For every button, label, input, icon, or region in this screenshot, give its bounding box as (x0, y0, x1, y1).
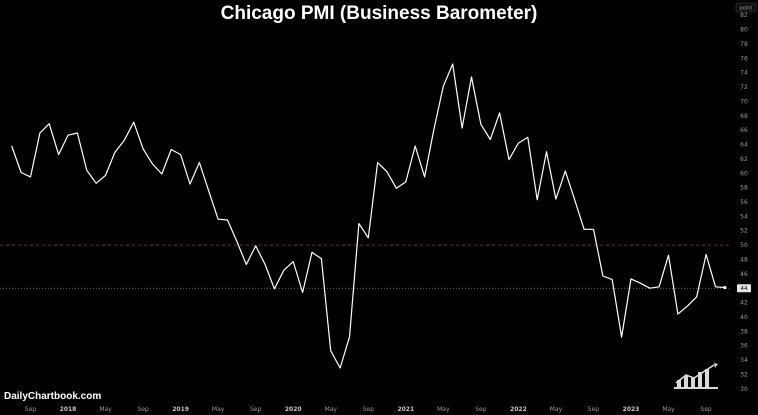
x-tick-label: 2018 (60, 406, 77, 413)
y-tick-label: 56 (740, 199, 748, 206)
brand-text: DailyChartbook.com (4, 391, 101, 402)
y-tick-label: 38 (740, 328, 748, 335)
x-tick-label: Sep (475, 406, 487, 413)
y-tick-label: 62 (740, 156, 748, 163)
y-tick-label: 50 (740, 242, 748, 249)
y-tick-label: 34 (740, 357, 748, 364)
x-tick-label: 2020 (285, 406, 302, 413)
series-layer: 44 (11, 63, 751, 369)
x-tick-label: 2023 (623, 406, 640, 413)
y-tick-label: 42 (740, 300, 748, 307)
y-tick-label: 78 (740, 41, 748, 48)
y-tick-label: 54 (740, 213, 748, 220)
last-value-label: 44 (741, 286, 748, 292)
x-axis: Sep 2018 May Sep 2019 May Sep 2020 May Sep 2021 May… (25, 406, 712, 413)
x-tick-label: May (325, 406, 338, 413)
x-tick-label: May (99, 406, 112, 413)
y-tick-label: 36 (740, 343, 748, 350)
x-tick-label: Sep (700, 406, 712, 413)
y-tick-label: 40 (740, 314, 748, 321)
x-tick-label: 2021 (397, 406, 414, 413)
y-tick-label: 70 (740, 98, 748, 105)
x-tick-label: 2019 (172, 406, 189, 413)
y-tick-label: 76 (740, 55, 748, 62)
x-tick-label: Sep (363, 406, 375, 413)
y-tick-label: 72 (740, 84, 748, 91)
y-tick-label: 82 (740, 12, 748, 19)
x-tick-label: Sep (588, 406, 600, 413)
y-tick-label: 46 (740, 271, 748, 278)
y-tick-label: 60 (740, 170, 748, 177)
y-tick-label: 58 (740, 185, 748, 192)
y-axis: 30 32 34 36 38 40 42 44 46 48 50 52 54 56 58 60 62 64 66 68… (740, 12, 748, 393)
y-tick-label: 64 (740, 142, 748, 149)
unit-label: point (740, 6, 753, 12)
y-tick-label: 52 (740, 228, 748, 235)
y-tick-label: 48 (740, 256, 748, 263)
series-line (11, 63, 725, 369)
y-tick-label: 32 (740, 371, 748, 378)
y-tick-label: 30 (740, 386, 748, 393)
chart-title: Chicago PMI (Business Barometer) (221, 3, 538, 24)
brand-logo (674, 363, 718, 389)
last-point-marker (723, 285, 727, 290)
x-tick-label: Sep (25, 406, 37, 413)
x-tick-label: 2022 (510, 406, 527, 413)
unit-label-box: point (735, 2, 757, 13)
x-tick-label: May (212, 406, 225, 413)
x-tick-label: Sep (137, 406, 149, 413)
x-tick-label: May (437, 406, 450, 413)
y-tick-label: 68 (740, 113, 748, 120)
y-tick-label: 74 (740, 70, 748, 77)
x-tick-label: May (550, 406, 563, 413)
y-tick-label: 80 (740, 27, 748, 34)
y-tick-label: 66 (740, 127, 748, 134)
x-tick-label: May (662, 406, 675, 413)
reference-lines (0, 244, 730, 289)
x-tick-label: Sep (250, 406, 262, 413)
last-value-badge (737, 284, 751, 293)
